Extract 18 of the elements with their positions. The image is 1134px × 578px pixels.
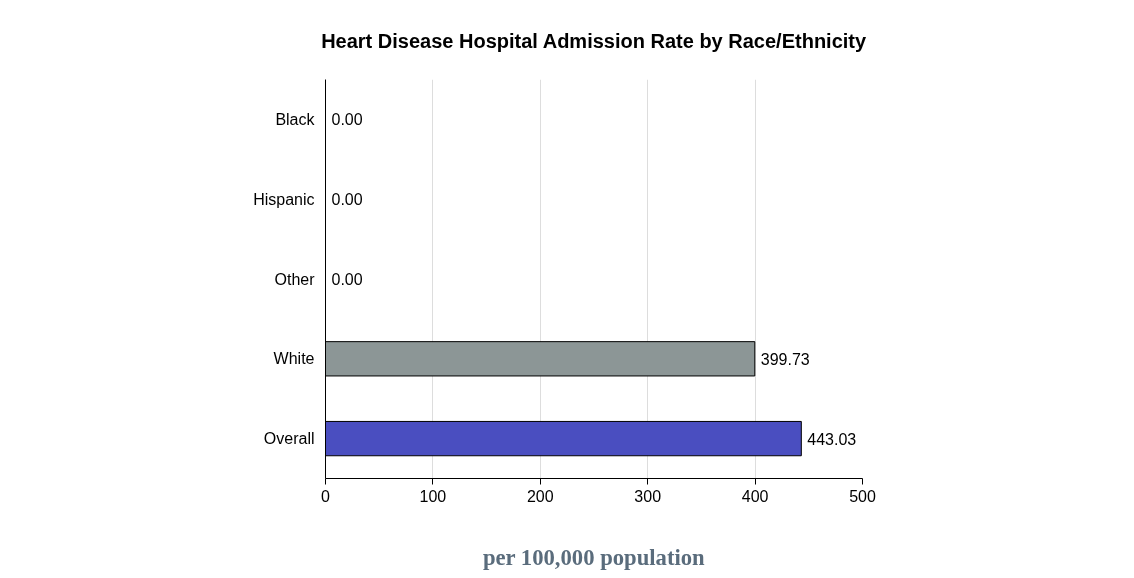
y-tick-label: Overall: [263, 430, 315, 448]
x-axis-title: per 100,000 population: [482, 544, 706, 570]
x-tick-label: 0: [321, 487, 331, 505]
y-tick-label: Black: [275, 110, 316, 128]
x-tick-label: 500: [849, 487, 876, 505]
x-tick-label: 100: [419, 487, 447, 505]
x-tick-label: 300: [634, 487, 662, 505]
data-label: 0.00: [331, 271, 363, 288]
y-tick-label: Hispanic: [253, 190, 315, 208]
x-tick-label: 400: [741, 487, 769, 505]
data-label: 399.73: [760, 350, 810, 368]
chart-title: Heart Disease Hospital Admission Rate by Race/Ethnicity: [321, 30, 867, 52]
data-label: 0.00: [331, 111, 363, 129]
x-tick-label: 200: [526, 487, 554, 505]
y-tick-label: Other: [274, 270, 316, 288]
data-label: 0.00: [331, 191, 363, 209]
y-tick-label: White: [273, 350, 315, 368]
data-label: 443.03: [807, 430, 857, 448]
